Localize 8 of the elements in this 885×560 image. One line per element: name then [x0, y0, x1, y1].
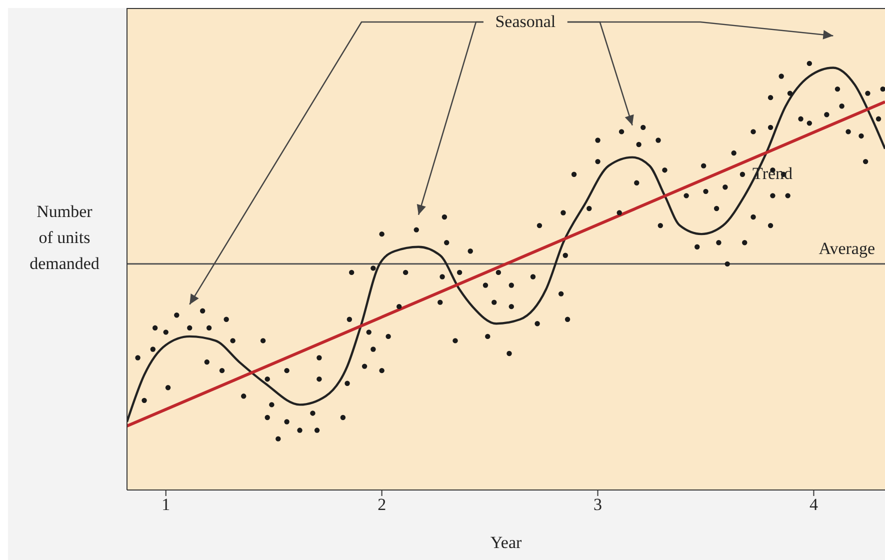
x-tick-label: 3 — [594, 495, 602, 514]
x-axis-title: Year — [490, 533, 522, 552]
text: Seasonal — [495, 12, 556, 31]
x-tick-label: 1 — [162, 495, 170, 514]
ref-line-label: Average — [818, 238, 875, 258]
x-tick-label: 4 — [809, 495, 818, 514]
y-axis-title: Number of units demanded — [28, 201, 100, 275]
x-tick-label: 2 — [378, 495, 386, 514]
